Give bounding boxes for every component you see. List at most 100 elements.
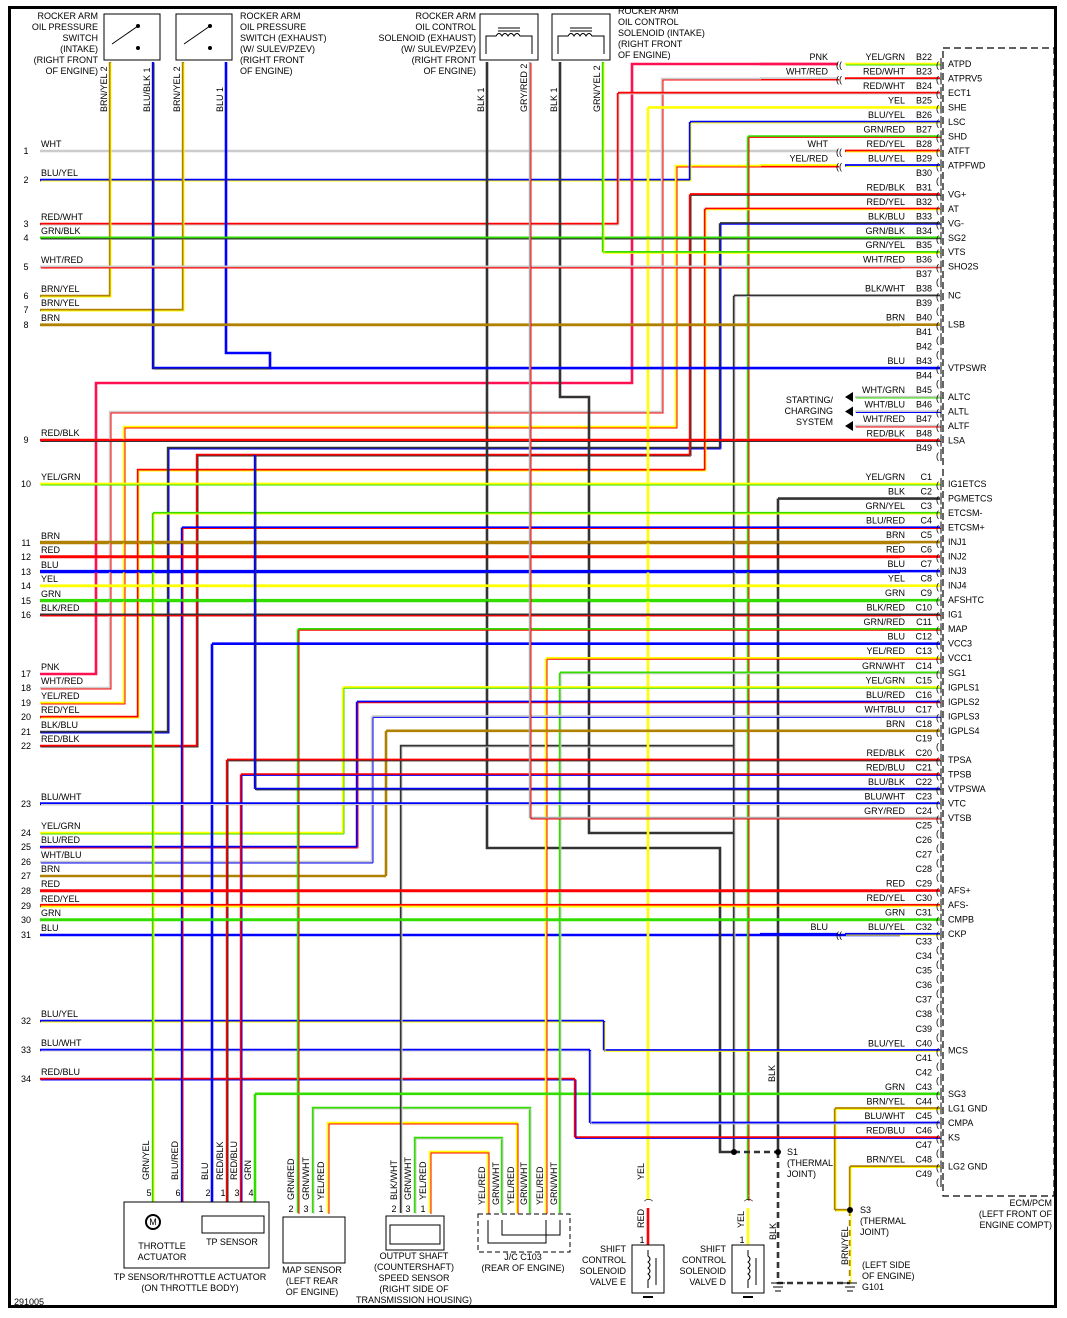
row-number: 28 [21, 886, 31, 896]
connector-terminal-icon: ( [936, 625, 939, 635]
valve_e-label: VALVE E [590, 1277, 626, 1287]
harness-wire-row-18 [40, 77, 838, 690]
harness-wire-row-21 [40, 446, 720, 734]
pin-wire-color-label: BLU/WHT [865, 791, 906, 801]
pin-number: C35 [915, 966, 932, 976]
connector-terminal-icon: ( [936, 480, 939, 490]
arrow-icon [845, 406, 853, 417]
solenoid-exhaust-label: OIL CONTROL [415, 22, 476, 32]
pin-signal-name: ECT1 [948, 88, 971, 98]
pin-number: C43 [915, 1082, 932, 1092]
component-wire-label: BRN/YEL 2 [99, 66, 109, 112]
component-wire-label: GRN/WHT [491, 1162, 501, 1205]
inline-connector-icon: (( [836, 74, 842, 84]
pin-wire-color-label: BLU/YEL [868, 922, 905, 932]
connector-terminal-icon: ( [936, 263, 939, 273]
ground-icon [771, 1282, 857, 1292]
s3-label: S3 [860, 1205, 871, 1215]
switch-contact-point-icon [208, 46, 212, 50]
row-wire-color-label: BLU/WHT [41, 792, 82, 802]
connector-terminal-icon: ( [936, 669, 939, 679]
switch-contact-icon [183, 25, 211, 45]
switch-exhaust-label: OIL PRESSURE [240, 22, 306, 32]
connector-terminal-icon: ( [936, 712, 939, 722]
connector-terminal-icon: ( [936, 770, 939, 780]
row-wire-color-label: BLK/RED [41, 603, 80, 613]
oss-label: (COUNTERSHAFT) [374, 1262, 454, 1272]
component-wire-label: BLU [200, 1162, 210, 1180]
component-wire-label: GRN/RED [286, 1158, 296, 1200]
pin-number: C33 [915, 937, 932, 947]
splice-wire-label: WHT [808, 139, 829, 149]
connector-terminal-icon: ( [936, 596, 939, 606]
splice-wire-label: PNK [809, 52, 828, 62]
pin-wire-color-label: BLU [887, 559, 905, 569]
throttle-actuator-label: THROTTLE [138, 1241, 186, 1251]
pin-signal-name: AFS- [948, 900, 969, 910]
row-number: 6 [23, 291, 28, 301]
pin-number: C48 [915, 1154, 932, 1164]
switch-exhaust-wire [224, 62, 272, 368]
connector-terminal-icon: ( [936, 103, 939, 113]
pin-number: B44 [916, 371, 932, 381]
pin-signal-name: SG2 [948, 233, 966, 243]
pin-wire-color-label: RED [886, 545, 906, 555]
pin-number: C14 [915, 661, 932, 671]
pin-number: B49 [916, 443, 932, 453]
pin-number: C1 [920, 472, 932, 482]
connector-terminal-icon: ( [936, 785, 939, 795]
row-number: 26 [21, 857, 31, 867]
connector-terminal-icon: ( [936, 321, 939, 331]
row-wire-color-label: GRN [41, 589, 61, 599]
solenoid-intake-label: SOLENOID (INTAKE) [618, 28, 705, 38]
wire-tracer [153, 63, 271, 370]
pin-wire-color-label: BLU [887, 356, 905, 366]
harness-wire-row-6 [40, 62, 112, 298]
pin-number: B47 [916, 414, 932, 424]
connector-terminal-icon: ( [936, 698, 939, 708]
pin-number: B45 [916, 385, 932, 395]
pin-number: C8 [920, 574, 932, 584]
connector-terminal-icon: ( [936, 843, 939, 853]
solenoid-intake-label: (RIGHT FRONT [618, 39, 683, 49]
arrow-icon [845, 421, 853, 431]
s1-label: (THERMAL [787, 1158, 833, 1168]
pin-signal-name: SHO2S [948, 262, 979, 272]
connector-terminal-icon: ( [936, 60, 939, 70]
pin-signal-name: VTPSWA [948, 784, 986, 794]
pin-wire-color-label: GRN [885, 908, 905, 918]
pin-signal-name: AFSHTC [948, 595, 985, 605]
pin-wire-color-label: BLU/RED [866, 516, 906, 526]
starting-charging-label: STARTING/ [786, 395, 834, 405]
pin-wire-color-label: BLK/WHT [865, 284, 906, 294]
oss-wire-grnwht [413, 1136, 504, 1213]
row-wire-color-label: WHT/RED [41, 255, 83, 265]
connector-terminal-icon: ( [936, 248, 939, 258]
pin-wire-color-label: RED/BLU [866, 1125, 905, 1135]
pin-wire-color-label: RED [886, 879, 906, 889]
row-number: 23 [21, 799, 31, 809]
solenoid-intake-label: OF ENGINE) [618, 50, 671, 60]
connector-terminal-icon: ( [936, 582, 939, 592]
pin-number: C5 [920, 530, 932, 540]
ground-location-label: (LEFT SIDE [862, 1260, 910, 1270]
switch-exhaust-label: SWITCH (EXHAUST) [240, 33, 327, 43]
pin-number: B38 [916, 284, 932, 294]
row-number: 15 [21, 596, 31, 606]
pin-signal-name: CKP [948, 929, 967, 939]
component-wire-label: YEL/RED [506, 1166, 516, 1205]
pin-wire-color-label: BLU [887, 632, 905, 642]
switch-intake-wire [151, 62, 270, 370]
connector-terminal-icon: ( [936, 335, 939, 345]
pin-signal-name: IGPLS3 [948, 711, 980, 721]
connector-terminal-icon: ( [936, 408, 939, 418]
connector-terminal-icon: ( [936, 1075, 939, 1085]
map-sensor-box [282, 1216, 346, 1264]
pin-number: C28 [915, 864, 932, 874]
row-number: 31 [21, 930, 31, 940]
connector-terminal-icon: ( [936, 814, 939, 824]
pin-number: 2 [288, 1204, 293, 1214]
harness-wire-row-7 [40, 62, 185, 312]
ecm-location: (LEFT FRONT OF [979, 1209, 1053, 1219]
